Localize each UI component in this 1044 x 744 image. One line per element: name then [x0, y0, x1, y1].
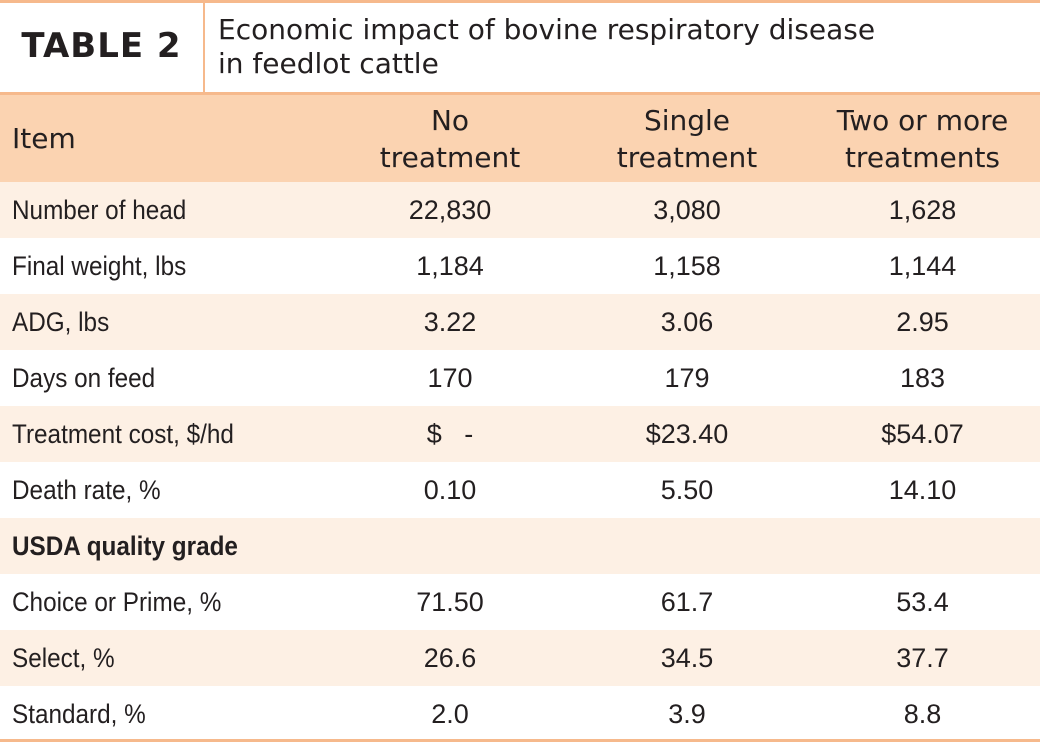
- header-no-treatment-line-1: No: [430, 103, 470, 137]
- header-single-treatment-line-1: Single: [643, 103, 731, 137]
- cell-no-treatment: $ -: [426, 418, 474, 449]
- table-row: ADG, lbs 3.22 3.06 2.95: [0, 294, 1040, 350]
- table-row: Standard, % 2.0 3.9 8.8: [0, 686, 1040, 742]
- section-label: USDA quality grade: [12, 530, 238, 561]
- cell-two-or-more: 37.7: [896, 642, 949, 673]
- table-section-row: USDA quality grade: [0, 518, 1040, 574]
- cell-single-treatment: 3.06: [660, 306, 714, 337]
- cell-no-treatment: 0.10: [423, 474, 477, 505]
- table-row: Select, % 26.6 34.5 37.7: [0, 630, 1040, 686]
- cell-two-or-more: $54.07: [881, 418, 964, 449]
- table-row: Days on feed 170 179 183: [0, 350, 1040, 406]
- row-label: Number of head: [12, 194, 187, 225]
- cell-two-or-more: 8.8: [903, 698, 942, 729]
- row-label: Select, %: [12, 642, 115, 673]
- header-two-or-more-treatments: Two or more treatments: [800, 95, 1044, 182]
- table-title-line-1: Economic impact of bovine respiratory di…: [218, 13, 876, 46]
- cell-single-treatment: 5.50: [660, 474, 714, 505]
- header-no-treatment-line-2: treatment: [379, 140, 521, 174]
- bottom-rule: [0, 739, 1040, 742]
- cell-two-or-more: 2.95: [896, 306, 949, 337]
- table-row: Number of head 22,830 3,080 1,628: [0, 182, 1040, 238]
- cell-two-or-more: 14.10: [888, 474, 957, 505]
- cell-no-treatment: 3.22: [423, 306, 477, 337]
- cell-no-treatment: 22,830: [408, 194, 492, 225]
- header-two-or-more-line-2: treatments: [844, 140, 1001, 174]
- row-label: Standard, %: [12, 698, 146, 729]
- cell-two-or-more: [800, 518, 1044, 574]
- table-body: Number of head 22,830 3,080 1,628 Final …: [0, 182, 1040, 742]
- table-number-label: TABLE 2: [0, 3, 205, 92]
- cell-single-treatment: 3,080: [653, 194, 721, 225]
- row-label: Final weight, lbs: [12, 250, 187, 281]
- row-label: Treatment cost, $/hd: [12, 418, 234, 449]
- cell-two-or-more: 1,628: [888, 194, 957, 225]
- header-single-treatment-line-2: treatment: [616, 140, 758, 174]
- cell-single-treatment: 179: [664, 362, 710, 393]
- cell-single-treatment: $23.40: [645, 418, 729, 449]
- cell-two-or-more: 183: [899, 362, 946, 393]
- cell-single-treatment: 61.7: [660, 586, 714, 617]
- cell-two-or-more: 1,144: [888, 250, 957, 281]
- cell-no-treatment: 170: [427, 362, 473, 393]
- cell-single-treatment: 3.9: [668, 698, 706, 729]
- table-row: Choice or Prime, % 71.50 61.7 53.4: [0, 574, 1040, 630]
- header-two-or-more-line-1: Two or more: [836, 103, 1009, 137]
- cell-no-treatment: [330, 518, 570, 574]
- cell-no-treatment: 1,184: [416, 250, 484, 281]
- table-row: Treatment cost, $/hd $ - $23.40 $54.07: [0, 406, 1040, 462]
- header-item: Item: [12, 122, 76, 155]
- table-header-row: Item No treatment Single treatment Two o…: [0, 92, 1040, 182]
- row-label: Death rate, %: [12, 474, 161, 505]
- row-label: Days on feed: [12, 362, 156, 393]
- table-title: Economic impact of bovine respiratory di…: [218, 13, 1018, 81]
- cell-two-or-more: 53.4: [896, 586, 949, 617]
- row-label: ADG, lbs: [12, 306, 110, 337]
- row-label: Choice or Prime, %: [12, 586, 222, 617]
- table-row: Final weight, lbs 1,184 1,158 1,144: [0, 238, 1040, 294]
- table-row: Death rate, % 0.10 5.50 14.10: [0, 462, 1040, 518]
- cell-single-treatment: [567, 518, 807, 574]
- cell-no-treatment: 26.6: [423, 642, 477, 673]
- title-bar: TABLE 2 Economic impact of bovine respir…: [0, 0, 1040, 92]
- cell-no-treatment: 2.0: [431, 698, 469, 729]
- header-single-treatment: Single treatment: [567, 95, 807, 182]
- cell-single-treatment: 1,158: [653, 250, 721, 281]
- header-no-treatment: No treatment: [330, 95, 570, 182]
- cell-single-treatment: 34.5: [660, 642, 714, 673]
- table-title-line-2: in feedlot cattle: [218, 47, 439, 80]
- cell-no-treatment: 71.50: [416, 586, 484, 617]
